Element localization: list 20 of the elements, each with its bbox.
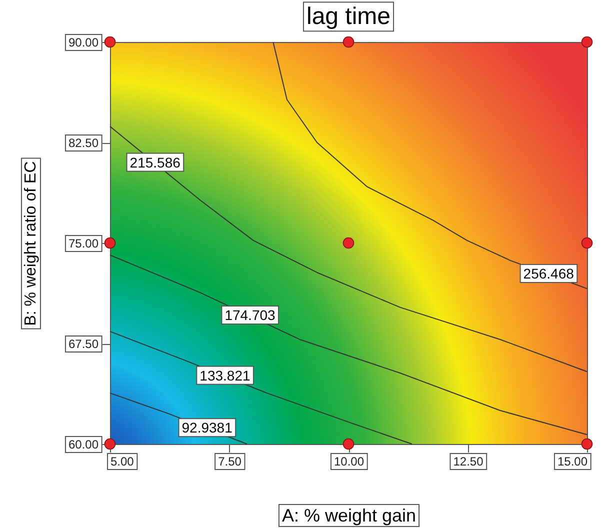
line-series: [110, 126, 588, 372]
y-tick-label: 90.00: [68, 36, 99, 50]
series-label: 92.9381: [182, 420, 233, 436]
x-tick-label: 5.00: [110, 454, 134, 468]
y-tick-label: 67.50: [68, 337, 99, 351]
y-tick-label: 75.00: [68, 236, 99, 250]
x-axis-title: A: % weight gain: [282, 506, 416, 526]
line-series: [272, 42, 588, 290]
line-series: [110, 254, 588, 436]
y-tick-label: 60.00: [68, 438, 99, 452]
series-label: 256.468: [523, 265, 574, 282]
x-tick-label: 12.50: [453, 454, 484, 468]
series-label: 133.821: [200, 367, 250, 384]
y-axis-title: B: % weight ratio of EC: [22, 161, 40, 326]
series-label: 174.703: [224, 307, 276, 324]
series-label: 215.586: [130, 154, 181, 170]
y-tick-label: 82.50: [68, 136, 99, 150]
x-tick-label: 10.00: [334, 454, 364, 468]
x-tick-label: 15.00: [557, 454, 588, 468]
x-tick-label: 7.50: [218, 454, 242, 468]
